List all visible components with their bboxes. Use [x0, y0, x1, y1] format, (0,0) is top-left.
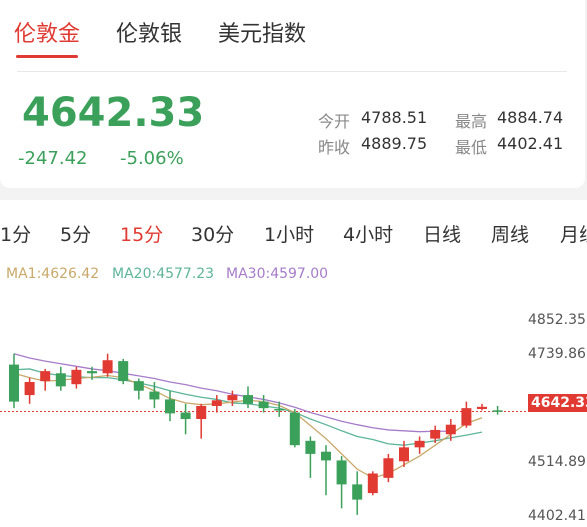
candle-body: [180, 412, 191, 420]
candle-body: [149, 391, 160, 400]
candle-body: [211, 400, 222, 406]
prev-close-label: 昨收: [318, 138, 351, 157]
candle-body: [461, 408, 472, 426]
open-label: 今开: [318, 112, 351, 131]
candle-body: [196, 405, 207, 420]
candle-body: [165, 399, 175, 414]
candle-body: [9, 364, 19, 402]
tab-london-gold[interactable]: 伦敦金: [14, 22, 81, 47]
low-value: 4402.41: [497, 134, 564, 153]
period-1min[interactable]: 1分: [0, 224, 32, 246]
candle-body: [258, 401, 269, 409]
active-tab-indicator: [16, 55, 78, 58]
candle-body: [133, 381, 144, 391]
ma30-label: MA30:4597.00: [226, 266, 329, 282]
axis-tick-label: 4402.41: [528, 508, 586, 524]
period-30min[interactable]: 30分: [191, 224, 235, 246]
candle-body: [118, 361, 129, 382]
candlestick-plot: [0, 353, 526, 515]
period-4hour[interactable]: 4小时: [343, 224, 394, 246]
candle-body: [274, 409, 285, 411]
high-value: 4884.74: [497, 108, 564, 127]
period-daily[interactable]: 日线: [423, 224, 462, 246]
candle-body: [445, 424, 456, 435]
candle-body: [305, 440, 316, 454]
candle-body: [477, 406, 487, 410]
candle-body: [102, 360, 113, 374]
period-5min[interactable]: 5分: [60, 224, 92, 246]
kline-chart[interactable]: MA1:4626.42 MA20:4577.23 MA30:4597.00 48…: [0, 260, 587, 527]
current-price-tag: 4642.33: [528, 394, 587, 412]
tabs-divider: [17, 71, 567, 72]
axis-tick-label: 4739.86: [528, 346, 586, 362]
candle-body: [289, 412, 300, 446]
candle-body: [399, 447, 409, 462]
candle-body: [352, 484, 363, 500]
current-price: 4642.33: [22, 90, 205, 136]
quote-card: 伦敦金 伦敦银 美元指数 4642.33 -247.42 -5.06% 今开 4…: [0, 0, 585, 188]
candle-body: [336, 460, 347, 485]
candle-body: [321, 451, 331, 461]
open-value: 4788.51: [361, 108, 428, 127]
period-15min[interactable]: 15分: [120, 224, 164, 246]
candle-body: [55, 373, 66, 387]
tab-london-silver[interactable]: 伦敦银: [116, 22, 183, 47]
candle-body: [492, 410, 503, 412]
candle-body: [243, 395, 253, 404]
candle-body: [40, 371, 51, 382]
ma20-label: MA20:4577.23: [112, 266, 215, 282]
candle-body: [430, 429, 441, 439]
candle-body: [367, 473, 378, 494]
period-weekly[interactable]: 周线: [491, 224, 530, 246]
candle-body: [24, 382, 35, 396]
axis-tick-label: 4852.35: [528, 312, 586, 328]
period-selector: 1分 5分 15分 30分 1小时 4小时 日线 周线 月线: [0, 200, 587, 260]
prev-close-value: 4889.75: [361, 134, 428, 153]
period-1hour[interactable]: 1小时: [264, 224, 315, 246]
tab-dollar-index[interactable]: 美元指数: [218, 22, 307, 47]
ma1-label: MA1:4626.42: [6, 266, 100, 282]
candle-body: [414, 440, 425, 448]
candle-body: [71, 369, 82, 385]
period-monthly[interactable]: 月线: [560, 224, 587, 246]
axis-tick-label: 4514.89: [528, 454, 586, 470]
candle-body: [383, 458, 394, 478]
candle-body: [227, 395, 238, 401]
candle-body: [87, 371, 97, 374]
low-label: 最低: [455, 138, 488, 157]
high-label: 最高: [455, 112, 488, 131]
price-change: -247.42: [18, 148, 88, 169]
price-change-percent: -5.06%: [120, 148, 184, 169]
